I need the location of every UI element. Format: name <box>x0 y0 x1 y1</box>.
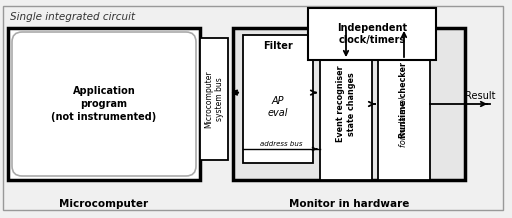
Text: AP
eval: AP eval <box>268 96 288 118</box>
Text: Runtime checker: Runtime checker <box>399 62 409 138</box>
Text: address bus: address bus <box>260 141 303 147</box>
Text: Result: Result <box>465 91 495 101</box>
Bar <box>378 28 430 180</box>
Text: Microcomputer
system bus: Microcomputer system bus <box>204 70 224 128</box>
Text: Independent
clock/timers: Independent clock/timers <box>337 23 407 45</box>
Bar <box>308 8 436 60</box>
Text: Monitor in hardware: Monitor in hardware <box>289 199 409 209</box>
FancyBboxPatch shape <box>12 32 196 176</box>
Text: Single integrated circuit: Single integrated circuit <box>10 12 135 22</box>
Bar <box>8 28 200 180</box>
Bar <box>320 28 372 180</box>
Bar <box>200 38 228 160</box>
Text: formula eval: formula eval <box>399 97 409 147</box>
Bar <box>233 28 465 180</box>
Text: Event recogniser
state changes: Event recogniser state changes <box>336 66 356 142</box>
Text: Microcomputer: Microcomputer <box>59 199 148 209</box>
Text: Application
program
(not instrumented): Application program (not instrumented) <box>51 86 157 122</box>
Bar <box>243 35 313 163</box>
Text: Filter: Filter <box>263 41 293 51</box>
